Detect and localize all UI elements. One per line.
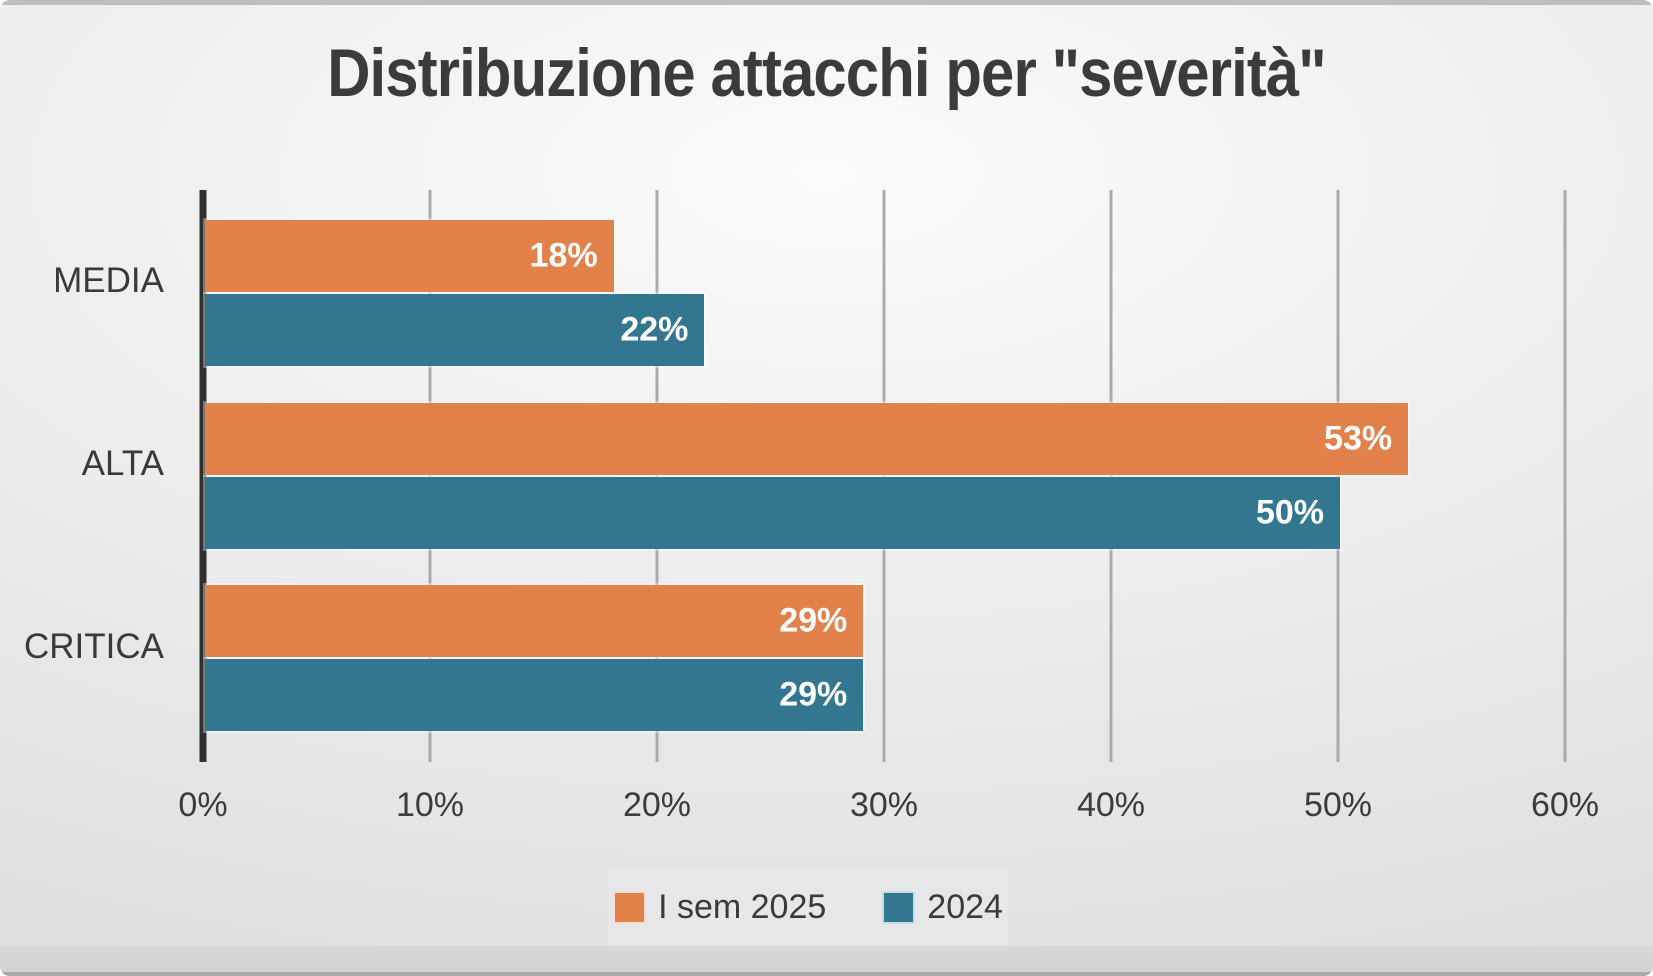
bar-media-2024: 22% [205, 294, 705, 366]
tick-label-50pct: 50% [1303, 786, 1373, 824]
category-label-alta: ALTA [81, 444, 164, 483]
bar-media-i-sem-2025: 18% [205, 220, 614, 292]
bar-alta-i-sem-2025: 53% [205, 402, 1409, 475]
tick-label-60pct: 60% [1530, 786, 1600, 824]
bar-value-label: 53% [1324, 419, 1393, 458]
legend-label: I sem 2025 [658, 887, 827, 926]
chart-title: Distribuzione attacchi per "severità" [327, 35, 1326, 111]
slide-bottom-edge [0, 946, 1653, 976]
bar-value-label: 18% [529, 236, 598, 275]
gridline [428, 190, 432, 762]
category-label-media: MEDIA [53, 261, 164, 301]
value-axis: 0% 10% 20% 30% 40% 50% 60% [178, 786, 1599, 830]
legend-swatch [613, 890, 647, 924]
category-axis: MEDIA ALTA CRITICA [0, 190, 172, 738]
gridline [882, 190, 886, 762]
bar-alta-2024: 50% [205, 476, 1340, 549]
tick-label-20pct: 20% [622, 786, 692, 824]
bars-layer: 18% 22% 53% 50% 29% 29% [203, 190, 1565, 738]
tick-label-0pct: 0% [178, 786, 228, 824]
tick-label-30pct: 30% [849, 786, 919, 824]
chart-background [0, 5, 1653, 947]
tick-label-40pct: 40% [1076, 786, 1146, 824]
axis-line [199, 190, 207, 762]
legend-item-2024: 2024 [882, 888, 1003, 927]
bar-critica-i-sem-2025: 29% [205, 585, 864, 658]
tick-label-10pct: 10% [395, 786, 465, 824]
category-label-critica: CRITICA [24, 626, 164, 666]
bar-value-label: 22% [620, 310, 689, 349]
legend-item-i-sem-2025: I sem 2025 [613, 888, 826, 927]
bar-value-label: 50% [1255, 493, 1324, 532]
gridline [655, 190, 659, 762]
slide-top-edge [0, 0, 1653, 5]
plot-grid [199, 190, 1567, 762]
gridline [1336, 190, 1340, 762]
bar-value-label: 29% [779, 675, 848, 714]
gridline [1563, 190, 1567, 762]
bar-value-label: 29% [779, 601, 848, 640]
legend: I sem 2025 2024 [608, 868, 1008, 946]
legend-label: 2024 [927, 887, 1003, 926]
legend-swatch [882, 890, 916, 924]
gridline [1109, 190, 1113, 762]
bar-critica-2024: 29% [205, 659, 864, 732]
